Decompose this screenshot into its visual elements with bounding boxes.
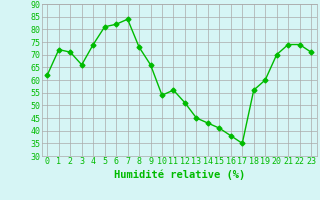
X-axis label: Humidité relative (%): Humidité relative (%) [114,169,245,180]
